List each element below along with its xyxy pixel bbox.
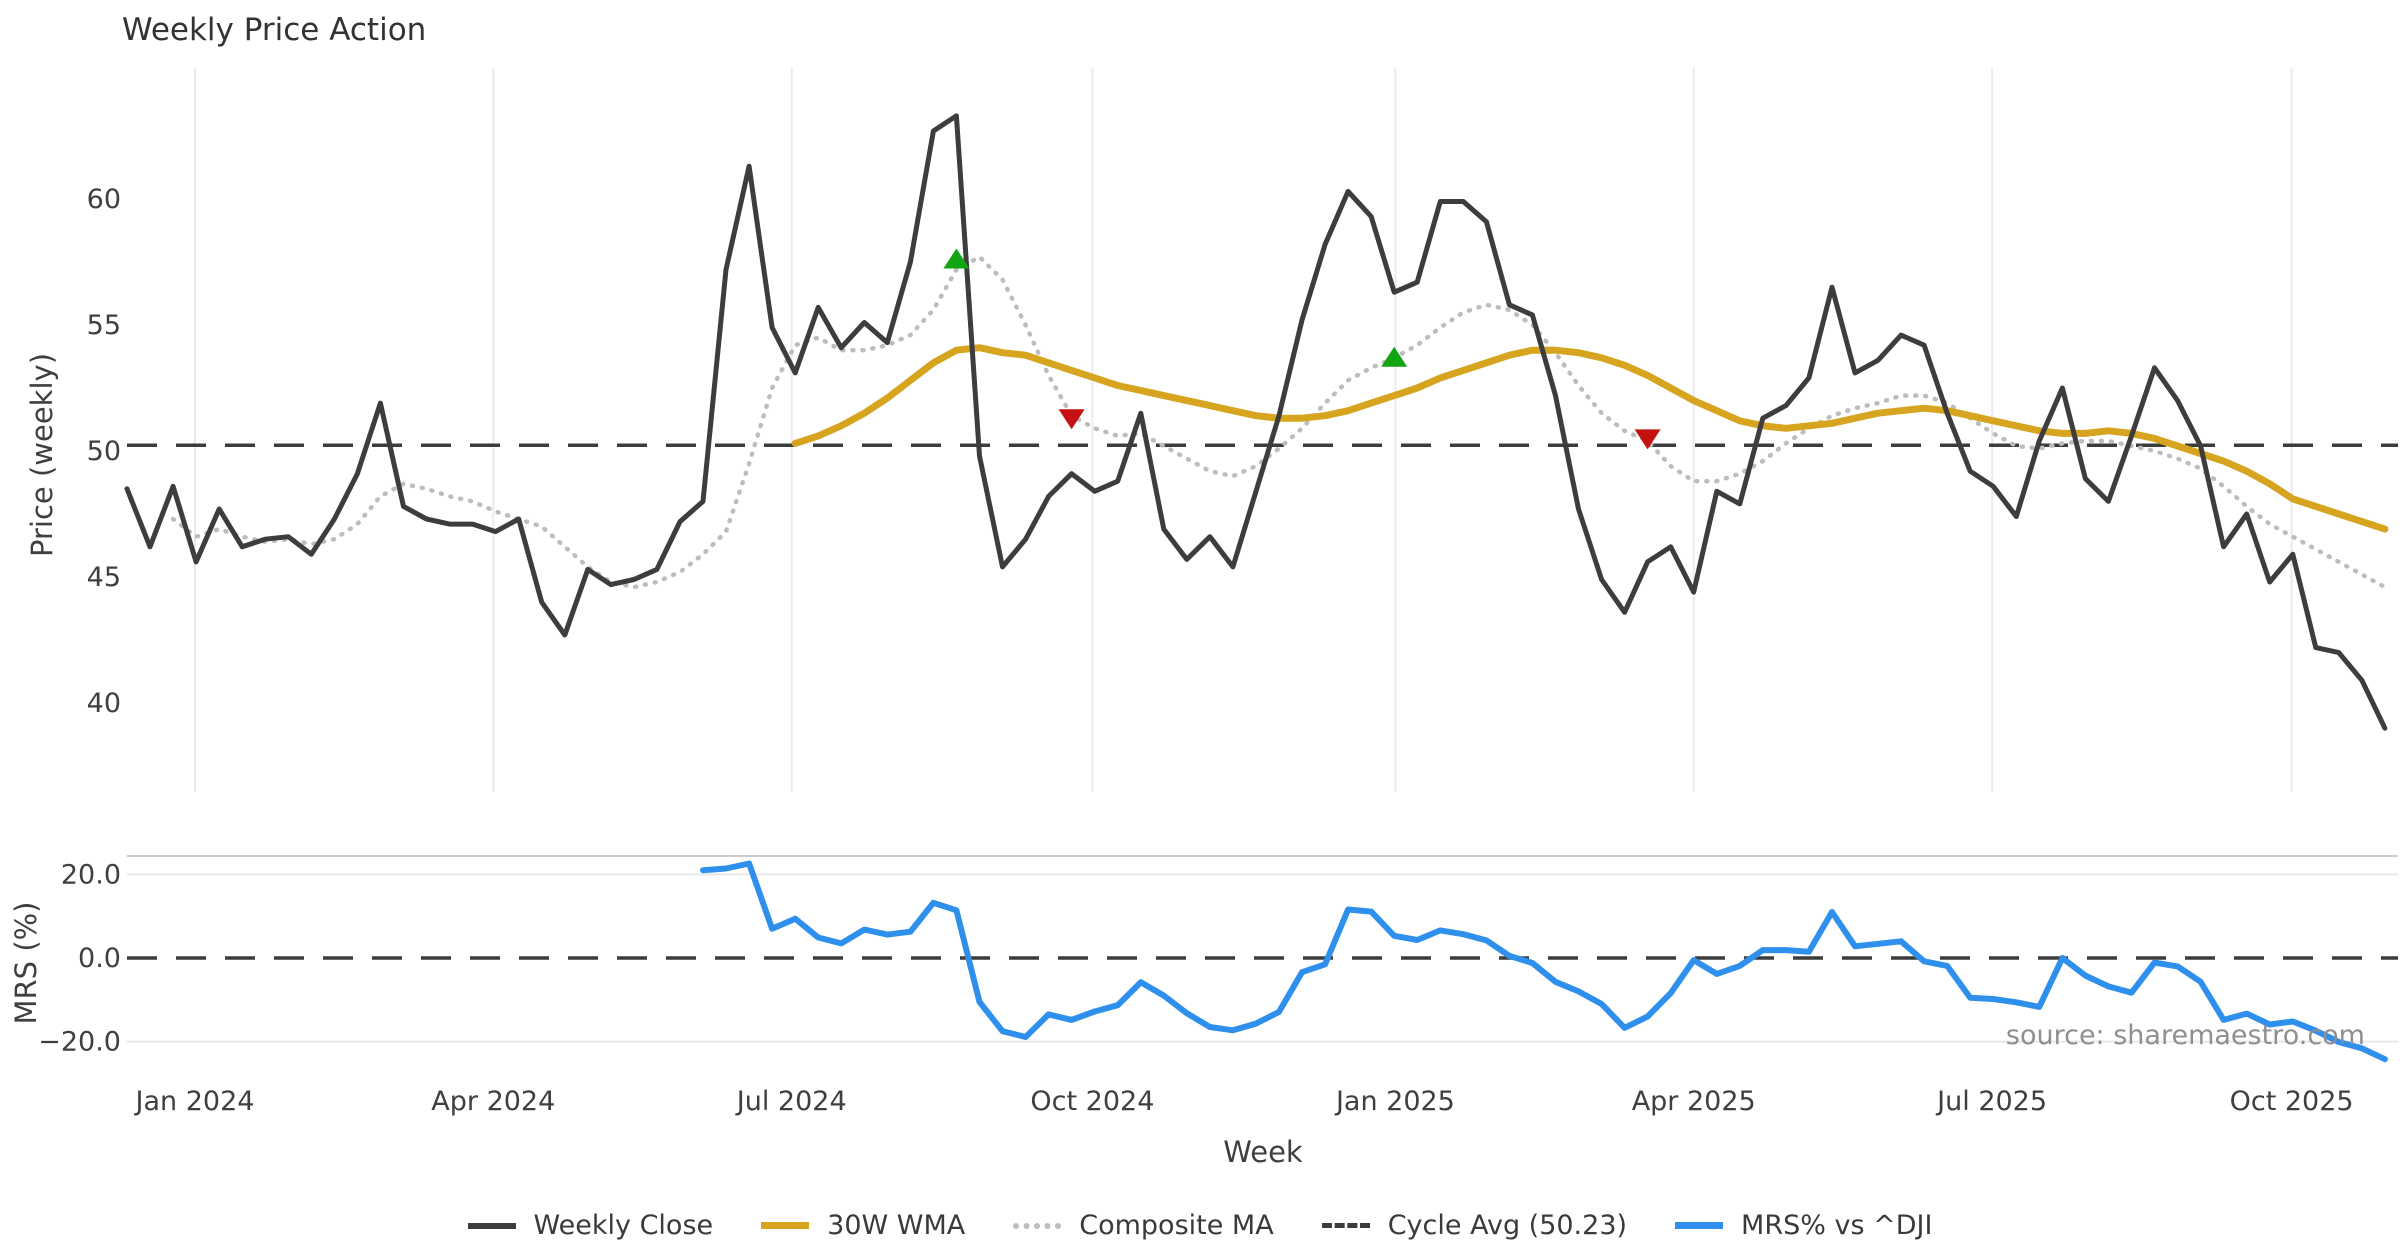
price-y-tick-label: 55 [87, 310, 121, 341]
x-axis-title: Week [1223, 1135, 1303, 1169]
x-tick-label: Oct 2025 [2230, 1086, 2354, 1117]
wma-line-swatch-icon [761, 1222, 810, 1229]
price-y-tick-label: 45 [87, 562, 121, 593]
series-layer [124, 113, 2398, 1063]
legend-item-mrs: MRS% vs ^DJI [1675, 1210, 1932, 1241]
composite-line-swatch-icon [1013, 1222, 1062, 1229]
chart-legend: Weekly Close 30W WMA Composite MA Cycle … [0, 1210, 2400, 1241]
price-y-tick-label: 40 [87, 688, 121, 719]
composite-ma-line [170, 254, 2388, 590]
mrs-line-swatch-icon [1675, 1222, 1724, 1229]
weekly-close-line [124, 113, 2388, 731]
legend-item-wma: 30W WMA [761, 1210, 965, 1241]
weekly-close-line-swatch-icon [467, 1222, 516, 1229]
price-y-tick-label: 60 [87, 184, 121, 215]
mrs-y-tick-label: 0.0 [78, 943, 121, 974]
axis-ticks: 40 45 50 55 60 −20.0 0.0 20.0 Jan 2024 Apr 2024 Ju… [38, 184, 2353, 1117]
x-tick-label: Apr 2024 [431, 1086, 555, 1117]
legend-item-composite: Composite MA [1013, 1210, 1274, 1241]
mrs-y-tick-label: 20.0 [61, 859, 121, 890]
wma-line [791, 344, 2389, 533]
legend-item-cycle-avg: Cycle Avg (50.23) [1321, 1210, 1628, 1241]
price-y-tick-label: 50 [87, 436, 121, 467]
mrs-y-tick-label: −20.0 [38, 1027, 121, 1058]
x-tick-label: Oct 2024 [1030, 1086, 1154, 1117]
grid-layer [127, 68, 2398, 1043]
signal-markers [943, 248, 1661, 450]
buy-signal-triangle-icon [943, 248, 970, 269]
mrs-axis-title: MRS (%) [9, 902, 43, 1025]
x-tick-label: Jul 2025 [1935, 1086, 2047, 1117]
legend-label: 30W WMA [827, 1210, 966, 1241]
x-tick-label: Apr 2025 [1632, 1086, 1756, 1117]
x-tick-label: Jan 2024 [134, 1086, 255, 1117]
legend-label: Cycle Avg (50.23) [1387, 1210, 1628, 1241]
cycle-avg-line-swatch-icon [1321, 1223, 1370, 1228]
sell-signal-triangle-icon [1058, 409, 1085, 430]
legend-item-weekly-close: Weekly Close [467, 1210, 714, 1241]
legend-label: Weekly Close [533, 1210, 714, 1241]
legend-label: Composite MA [1079, 1210, 1274, 1241]
x-tick-label: Jan 2025 [1334, 1086, 1455, 1117]
mrs-line [700, 860, 2388, 1063]
legend-label: MRS% vs ^DJI [1741, 1210, 1933, 1241]
source-watermark: source: sharemaestro.com [2006, 1020, 2365, 1051]
chart-title: Weekly Price Action [122, 12, 426, 48]
sell-signal-triangle-icon [1634, 429, 1661, 450]
x-tick-label: Jul 2024 [735, 1086, 847, 1117]
price-axis-title: Price (weekly) [25, 353, 59, 557]
buy-signal-triangle-icon [1381, 346, 1408, 367]
